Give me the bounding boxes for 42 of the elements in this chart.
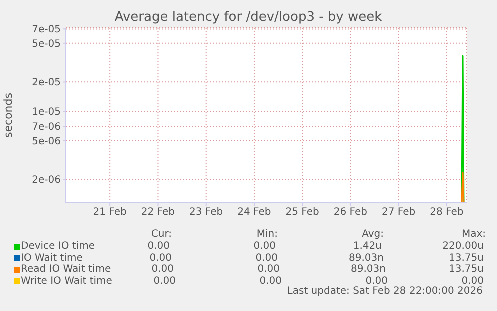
text: 89.03n bbox=[351, 264, 386, 275]
x-tick-label: 21 Feb bbox=[93, 207, 127, 218]
chart-title: Average latency for /dev/loop3 - by week bbox=[114, 10, 384, 25]
text: Last update: Sat Feb 28 22:00:00 2026 bbox=[287, 286, 483, 297]
text: 13.75u bbox=[449, 264, 484, 275]
x-tick-label: 24 Feb bbox=[238, 207, 272, 218]
text: 0.00 bbox=[150, 252, 172, 264]
text: Min: bbox=[256, 229, 278, 240]
text: 0.00 bbox=[152, 264, 174, 275]
y-tick-label: 7e-05 bbox=[32, 24, 61, 36]
text: 0.00 bbox=[148, 241, 170, 252]
text: 0.00 bbox=[366, 276, 388, 286]
text: 0.00 bbox=[254, 241, 276, 252]
text: 0.00 bbox=[256, 252, 278, 264]
text: 89.03n bbox=[349, 252, 384, 264]
legend-label: Read IO Wait time bbox=[21, 264, 112, 275]
x-tick-label: 22 Feb bbox=[141, 207, 176, 218]
x-tick-label: 28 Feb bbox=[430, 207, 464, 218]
text: 13.75u bbox=[449, 252, 484, 264]
x-tick-label: 25 Feb bbox=[286, 207, 320, 218]
y-axis-title: seconds bbox=[2, 92, 15, 138]
text: 0.00 bbox=[258, 264, 280, 275]
legend-label: IO Wait time bbox=[21, 252, 83, 264]
legend-label: Device IO time bbox=[21, 241, 95, 252]
text: 0.00 bbox=[462, 276, 484, 286]
text: 0.00 bbox=[154, 276, 176, 286]
y-tick-label: 7e-06 bbox=[32, 122, 61, 134]
y-tick-label: 2e-05 bbox=[32, 78, 61, 89]
text: Cur: bbox=[151, 229, 172, 240]
x-tick-label: 27 Feb bbox=[382, 207, 416, 218]
x-tick-label: 23 Feb bbox=[190, 207, 224, 218]
y-tick-label: 2e-06 bbox=[32, 175, 61, 186]
text: 220.00u bbox=[442, 241, 484, 252]
x-tick-label: 26 Feb bbox=[334, 207, 368, 218]
text: Max: bbox=[462, 229, 486, 240]
legend-label: Write IO Wait time bbox=[21, 276, 112, 286]
y-tick-label: 5e-05 bbox=[32, 38, 61, 50]
text: 1.42u bbox=[353, 241, 382, 252]
y-tick-label: 5e-06 bbox=[32, 136, 61, 148]
text: 0.00 bbox=[260, 276, 282, 286]
text: Avg: bbox=[362, 229, 384, 240]
y-tick-label: 1e-05 bbox=[32, 107, 61, 118]
